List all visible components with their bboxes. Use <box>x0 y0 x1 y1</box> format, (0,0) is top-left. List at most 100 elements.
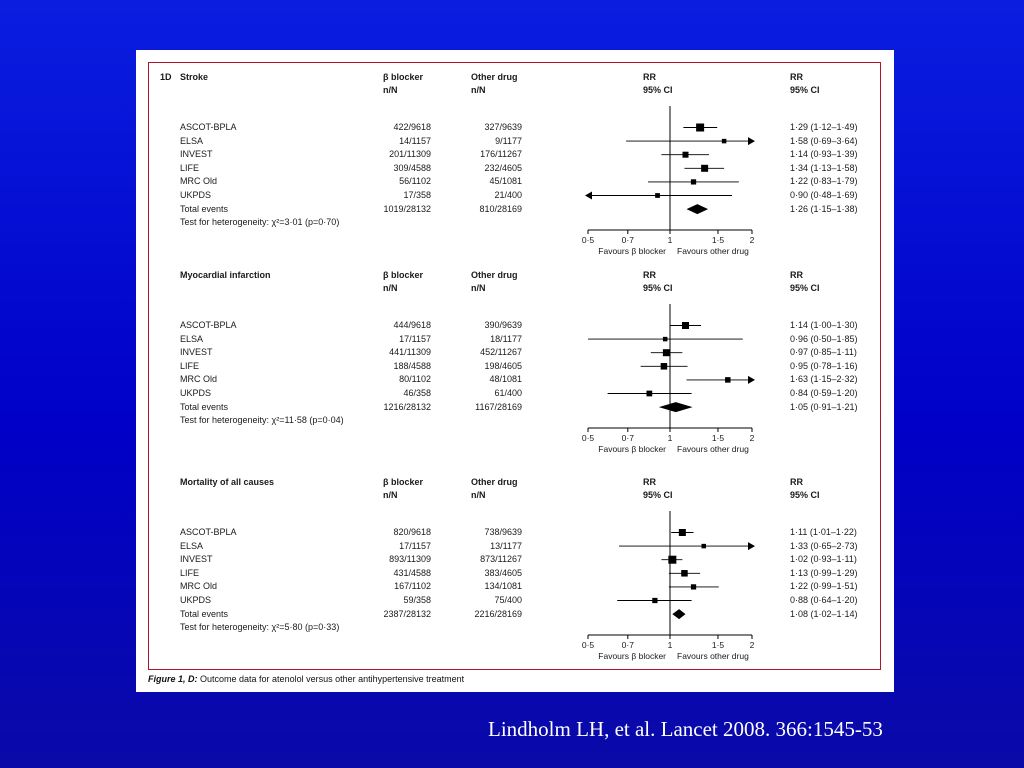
rr-value: 1·58 (0·69–3·64) <box>790 135 858 146</box>
header-ci: 95% CI <box>643 85 673 95</box>
beta-blocker-events: 59/358 <box>403 595 431 605</box>
x-tick-label: 1 <box>668 235 673 245</box>
x-tick-label: 0·7 <box>622 433 635 443</box>
beta-blocker-events: 893/11309 <box>389 554 431 565</box>
rr-value: 1·22 (0·83–1·79) <box>790 176 858 187</box>
beta-blocker-events: 309/4588 <box>393 162 431 173</box>
panel-label: 1D <box>160 72 172 82</box>
point-estimate <box>662 349 670 357</box>
beta-blocker-events: 441/11309 <box>389 347 431 358</box>
other-drug-events: 48/1081 <box>489 374 522 385</box>
rr-value: 1·26 (1·15–1·38) <box>790 203 858 214</box>
x-tick-label: 1·5 <box>712 640 725 650</box>
x-tick-label: 0·5 <box>582 433 595 443</box>
study-name: UKPDS <box>180 388 212 398</box>
study-name: MRC Old <box>180 176 218 187</box>
point-estimate <box>660 363 668 370</box>
other-drug-events: 2216/28169 <box>474 608 522 619</box>
x-tick-label: 1·5 <box>712 235 725 245</box>
figure-caption-prefix: Figure 1, D: <box>148 674 198 684</box>
point-estimate <box>682 322 690 329</box>
forest-panel: 1D Stroke β blocker n/N Other drug n/N RR 95% C… <box>148 68 881 268</box>
rr-value: 1·34 (1·13–1·58) <box>790 162 858 173</box>
forest-panel: Mortality of all causes β blocker n/N Other… <box>148 473 881 673</box>
point-estimate <box>701 543 706 549</box>
other-drug-events: 45/1081 <box>489 176 522 187</box>
figure-frame <box>148 62 881 670</box>
header-rr: RR <box>643 270 656 280</box>
other-drug-events: 9/1177 <box>495 135 522 146</box>
beta-blocker-events: 14/1157 <box>399 135 431 146</box>
point-estimate <box>681 570 688 577</box>
header-n-over-n: n/N <box>471 490 486 500</box>
rr-value: 1·08 (1·02–1·14) <box>790 608 858 619</box>
point-estimate <box>690 179 697 185</box>
study-name: MRC Old <box>180 374 218 385</box>
pooled-diamond <box>686 204 709 215</box>
panel-title: Mortality of all causes <box>180 477 275 487</box>
point-estimate <box>725 377 731 383</box>
panel-title: Myocardial infarction <box>180 270 271 280</box>
point-estimate <box>662 336 668 342</box>
beta-blocker-events: 201/11309 <box>389 149 431 160</box>
beta-blocker-events: 80/1102 <box>399 374 431 385</box>
header-n-over-n: n/N <box>471 85 486 95</box>
figure-caption-text: Outcome data for atenolol versus other a… <box>197 674 465 684</box>
rr-value: 0·95 (0·78–1·16) <box>790 360 858 371</box>
forest-plot: 0·5 0·7 1 1·5 2 Favours β blocker Favours othe… <box>582 106 755 256</box>
study-name: ELSA <box>180 540 204 551</box>
rr-value: 1·29 (1·12–1·49) <box>790 122 858 132</box>
header-ci: 95% CI <box>643 283 673 293</box>
ci-arrow-left <box>585 191 592 200</box>
rr-value: 1·05 (0·91–1·21) <box>790 401 858 412</box>
favours-other-drug-label: Favours other drug <box>677 651 749 661</box>
beta-blocker-events: 17/358 <box>403 190 431 200</box>
header-rr: RR <box>643 477 656 487</box>
favours-beta-blocker-label: Favours β blocker <box>598 651 666 661</box>
header-ci-text: 95% CI <box>790 85 820 95</box>
rr-value: 1·14 (0·93–1·39) <box>790 149 858 160</box>
study-name: INVEST <box>180 347 213 358</box>
study-name: UKPDS <box>180 595 212 605</box>
header-n-over-n: n/N <box>471 283 486 293</box>
point-estimate <box>655 193 660 198</box>
other-drug-events: 452/11267 <box>480 347 522 358</box>
other-drug-events: 134/1081 <box>484 581 522 592</box>
ci-arrow-right <box>748 542 755 551</box>
pooled-diamond <box>672 609 686 620</box>
header-other-drug: Other drug <box>471 270 518 280</box>
header-ci: 95% CI <box>643 490 673 500</box>
study-name: INVEST <box>180 554 213 565</box>
header-n-over-n: n/N <box>383 490 398 500</box>
header-rr: RR <box>643 72 656 82</box>
point-estimate <box>682 151 689 158</box>
other-drug-events: 232/4605 <box>484 162 522 173</box>
x-tick-label: 1·5 <box>712 433 725 443</box>
other-drug-events: 61/400 <box>494 388 522 398</box>
beta-blocker-events: 188/4588 <box>393 360 431 371</box>
forest-plot: 0·5 0·7 1 1·5 2 Favours β blocker Favours othe… <box>582 511 755 661</box>
x-tick-label: 2 <box>750 640 755 650</box>
total-label: Total events <box>180 203 229 214</box>
study-name: UKPDS <box>180 190 212 200</box>
beta-blocker-events: 167/1102 <box>394 581 431 592</box>
beta-blocker-events: 17/1157 <box>399 540 431 551</box>
point-estimate <box>652 597 658 604</box>
point-estimate <box>646 390 653 397</box>
beta-blocker-events: 1216/28132 <box>383 401 431 412</box>
beta-blocker-events: 422/9618 <box>393 122 431 132</box>
rr-value: 1·02 (0·93–1·11) <box>790 554 857 565</box>
rr-value: 0·96 (0·50–1·85) <box>790 333 858 344</box>
other-drug-events: 1167/28169 <box>475 401 522 412</box>
other-drug-events: 13/1177 <box>490 540 522 551</box>
header-n-over-n: n/N <box>383 283 398 293</box>
rr-value: 0·84 (0·59–1·20) <box>790 388 858 398</box>
study-name: LIFE <box>180 567 200 578</box>
total-label: Total events <box>180 608 229 619</box>
study-name: ELSA <box>180 333 204 344</box>
beta-blocker-events: 2387/28132 <box>383 608 431 619</box>
other-drug-events: 390/9639 <box>484 320 522 330</box>
study-name: ASCOT-BPLA <box>180 527 237 537</box>
beta-blocker-events: 1019/28132 <box>383 203 431 214</box>
forest-panel: Myocardial infarction β blocker n/N Other d… <box>148 266 881 466</box>
